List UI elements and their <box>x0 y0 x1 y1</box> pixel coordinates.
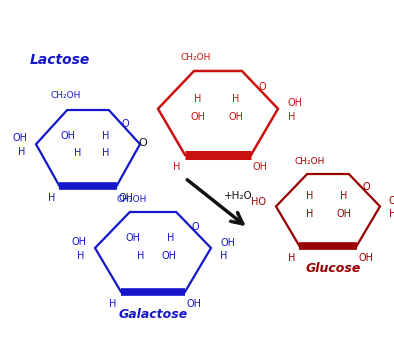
Text: O: O <box>362 182 370 192</box>
Text: CH₂OH: CH₂OH <box>50 92 80 100</box>
Text: H: H <box>340 191 348 201</box>
Polygon shape <box>95 212 211 292</box>
Text: O: O <box>258 82 266 92</box>
Text: CH₂OH: CH₂OH <box>294 156 324 165</box>
Polygon shape <box>158 71 278 155</box>
Text: OH: OH <box>336 209 351 219</box>
Text: O: O <box>192 222 199 232</box>
Text: H: H <box>77 251 85 261</box>
Text: H: H <box>110 299 117 309</box>
Text: Lactose: Lactose <box>30 53 90 67</box>
Text: CH₂OH: CH₂OH <box>117 194 147 204</box>
Text: H: H <box>74 148 82 158</box>
Text: OH: OH <box>191 112 206 122</box>
Polygon shape <box>36 110 140 186</box>
Text: OH: OH <box>186 299 201 309</box>
Text: OH: OH <box>162 251 177 261</box>
Text: H: H <box>167 233 175 243</box>
Text: Galactose: Galactose <box>118 307 188 320</box>
Text: OH: OH <box>221 238 236 248</box>
Text: OH: OH <box>288 98 303 108</box>
Text: CH₂OH: CH₂OH <box>181 53 211 61</box>
Text: H: H <box>306 209 314 219</box>
Text: H: H <box>288 112 296 122</box>
Text: H: H <box>232 94 240 104</box>
Polygon shape <box>276 174 380 246</box>
Text: OH: OH <box>388 196 394 206</box>
Text: H: H <box>173 162 181 172</box>
Text: OH: OH <box>229 112 243 122</box>
Text: OH: OH <box>126 233 141 243</box>
Text: Glucose: Glucose <box>305 262 361 275</box>
Text: HO: HO <box>251 197 266 207</box>
Text: H: H <box>102 131 110 141</box>
Text: O: O <box>122 119 129 129</box>
Text: H: H <box>18 147 26 157</box>
Text: H: H <box>288 253 295 263</box>
Text: OH: OH <box>253 162 268 172</box>
Text: OH: OH <box>13 133 28 143</box>
Text: H: H <box>102 148 110 158</box>
Text: H: H <box>220 251 228 261</box>
Text: H: H <box>48 193 55 203</box>
Text: H: H <box>138 251 145 261</box>
Text: OH: OH <box>61 131 76 141</box>
Text: O: O <box>138 138 147 148</box>
Text: H: H <box>194 94 202 104</box>
Text: +H₂O: +H₂O <box>224 191 253 201</box>
Text: OH: OH <box>118 193 133 203</box>
Text: H: H <box>306 191 314 201</box>
Text: H: H <box>389 209 394 219</box>
Text: OH: OH <box>71 237 87 247</box>
Text: OH: OH <box>358 253 373 263</box>
